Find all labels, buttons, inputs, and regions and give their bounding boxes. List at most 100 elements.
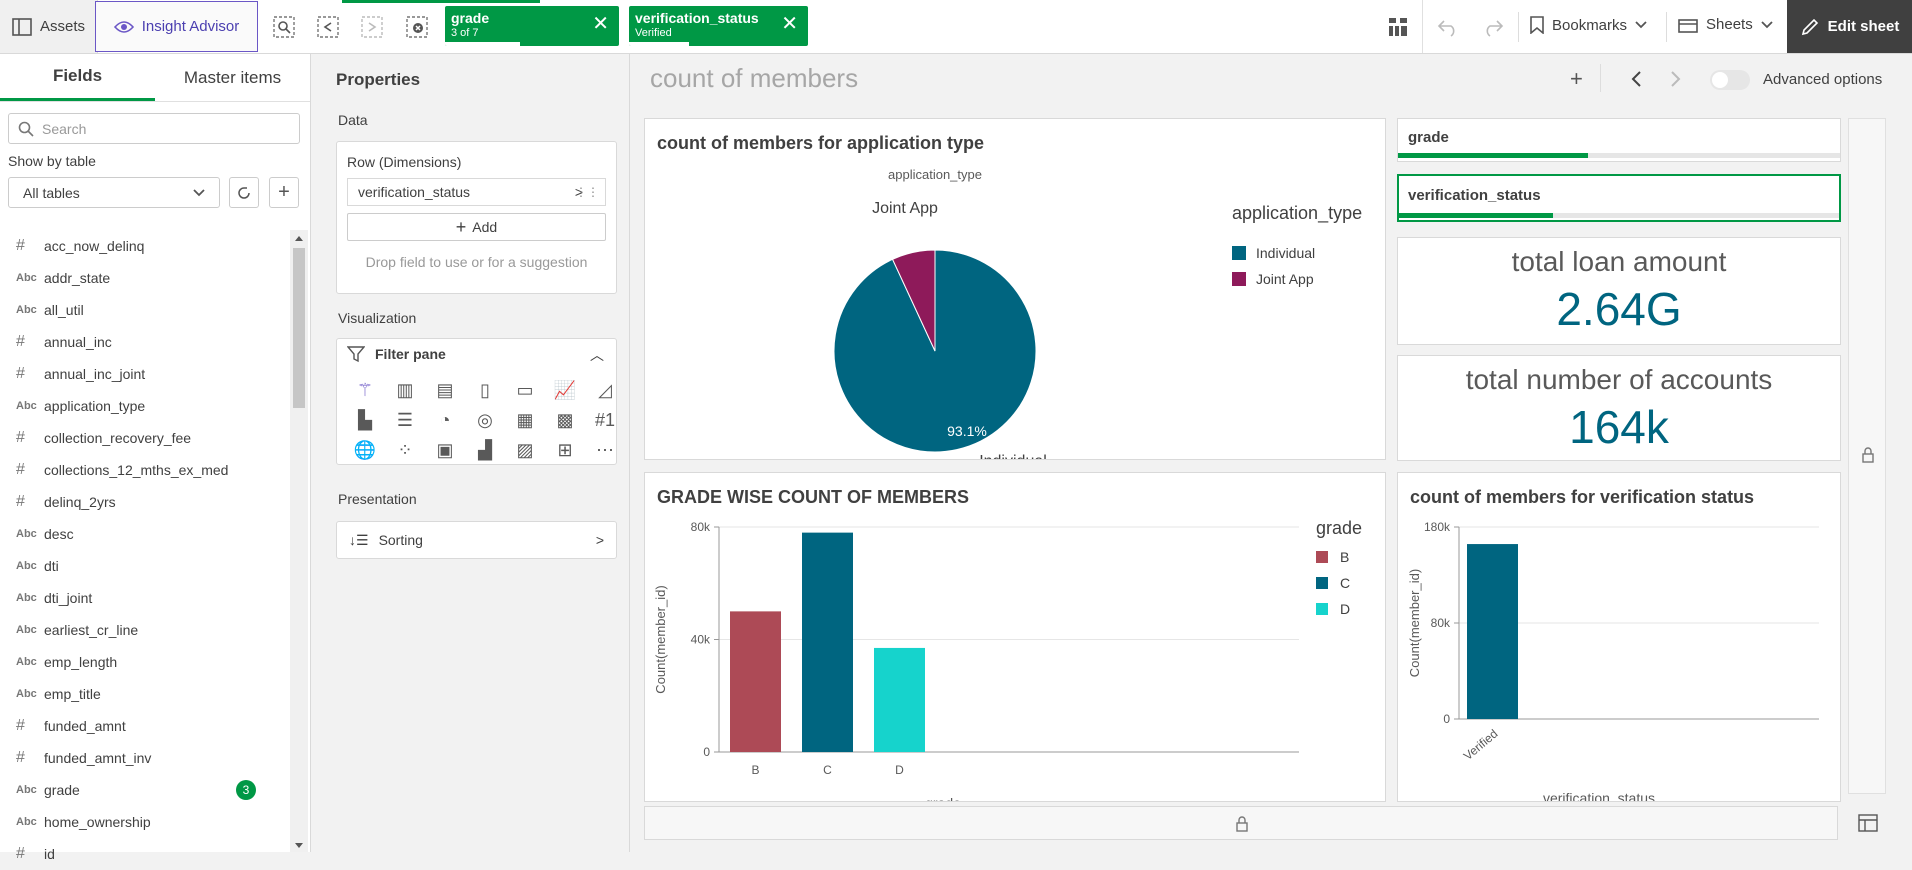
field-item[interactable]: Abc all_util bbox=[0, 294, 290, 326]
step-forward-selection-icon[interactable] bbox=[360, 15, 384, 39]
selected-visualization[interactable]: Filter pane bbox=[347, 345, 446, 363]
bar[interactable] bbox=[730, 611, 781, 752]
field-item[interactable]: Abc earliest_cr_line bbox=[0, 614, 290, 646]
field-item[interactable]: # delinq_2yrs bbox=[0, 486, 290, 518]
undo-icon[interactable] bbox=[1436, 15, 1460, 39]
field-item[interactable]: Abc emp_length bbox=[0, 646, 290, 678]
field-item[interactable]: Abc home_ownership bbox=[0, 806, 290, 838]
clear-selections-icon[interactable] bbox=[405, 15, 429, 39]
bar[interactable] bbox=[1467, 544, 1518, 719]
field-item[interactable]: # annual_inc_joint bbox=[0, 358, 290, 390]
field-item[interactable]: # collections_12_mths_ex_med bbox=[0, 454, 290, 486]
filter-pane-grade[interactable]: grade bbox=[1397, 118, 1841, 162]
verification-bar-chart-card[interactable]: count of members for verification status… bbox=[1397, 472, 1841, 802]
close-icon[interactable]: ✕ bbox=[781, 13, 798, 35]
container-icon[interactable]: ▭ bbox=[516, 379, 534, 400]
x-tick-label: Verified bbox=[1461, 727, 1501, 763]
kpi-total-accounts[interactable]: total number of accounts 164k bbox=[1397, 355, 1841, 461]
field-item[interactable]: Abc desc bbox=[0, 518, 290, 550]
field-item[interactable]: # annual_inc bbox=[0, 326, 290, 358]
tab-master-items[interactable]: Master items bbox=[183, 67, 282, 87]
bar-chart-icon[interactable]: ▥ bbox=[396, 379, 414, 400]
field-item[interactable]: Abc dti_joint bbox=[0, 582, 290, 614]
pivot-table-icon[interactable]: ▩ bbox=[556, 409, 574, 430]
scrollbar-thumb[interactable] bbox=[293, 248, 305, 408]
line-chart-icon[interactable]: 📈 bbox=[553, 379, 577, 400]
magic-wand-icon[interactable]: ⚚ bbox=[356, 379, 374, 400]
numeric-type-icon: # bbox=[16, 845, 25, 862]
kpi-total-loan-amount[interactable]: total loan amount 2.64G bbox=[1397, 237, 1841, 345]
scrollbar[interactable] bbox=[290, 230, 308, 852]
table-icon[interactable]: ▦ bbox=[516, 409, 534, 430]
text-image-icon[interactable]: ▨ bbox=[516, 439, 534, 460]
table-view-icon[interactable] bbox=[1858, 814, 1878, 832]
map-icon[interactable]: 🌐 bbox=[353, 439, 377, 460]
add-dimension-button[interactable]: + Add bbox=[347, 213, 606, 241]
scroll-down-icon[interactable] bbox=[290, 840, 308, 852]
treemap-icon[interactable]: ▣ bbox=[436, 439, 454, 460]
add-icon[interactable]: + bbox=[1570, 66, 1583, 91]
scatter-plot-icon[interactable]: ⁘ bbox=[397, 439, 413, 460]
next-sheet-icon[interactable] bbox=[1670, 70, 1682, 88]
field-item[interactable]: Abc addr_state bbox=[0, 262, 290, 294]
grid-layout-icon[interactable] bbox=[1386, 15, 1410, 39]
field-name: dti_joint bbox=[44, 590, 93, 606]
field-item[interactable]: # funded_amnt bbox=[0, 710, 290, 742]
filter-pane-verification-status[interactable]: verification_status bbox=[1397, 174, 1841, 222]
table-select[interactable]: All tables bbox=[8, 177, 220, 208]
field-item[interactable]: Abc grade 3 bbox=[0, 774, 290, 806]
previous-sheet-icon[interactable] bbox=[1630, 70, 1642, 88]
bookmarks-button[interactable]: Bookmarks bbox=[1530, 16, 1647, 34]
bar[interactable] bbox=[874, 647, 925, 752]
dimension-item[interactable]: verification_status > ⋮⋮ bbox=[347, 178, 606, 206]
legend-item: D bbox=[1340, 601, 1350, 617]
lock-icon[interactable] bbox=[1235, 816, 1249, 832]
insight-advisor-button[interactable]: Insight Advisor bbox=[95, 1, 258, 52]
selection-chip-grade[interactable]: grade 3 of 7 ✕ bbox=[445, 6, 619, 46]
assets-button[interactable]: Assets bbox=[0, 0, 99, 53]
assets-label: Assets bbox=[40, 18, 86, 35]
mekko-chart-icon[interactable]: ▟ bbox=[478, 439, 492, 460]
sorting-row[interactable]: ↓☰ Sorting > bbox=[336, 521, 617, 559]
scroll-up-icon[interactable] bbox=[290, 232, 308, 244]
drag-handle-icon[interactable]: ⋮⋮ bbox=[575, 185, 599, 199]
search-input[interactable]: Search bbox=[8, 113, 300, 144]
smart-search-icon[interactable] bbox=[272, 15, 296, 39]
combo-chart-icon[interactable]: ▤ bbox=[436, 379, 454, 400]
step-back-selection-icon[interactable] bbox=[316, 15, 340, 39]
legend-item: Joint App bbox=[1256, 271, 1314, 287]
field-item[interactable]: Abc emp_title bbox=[0, 678, 290, 710]
pie-slice[interactable] bbox=[891, 249, 936, 352]
chevron-down-icon bbox=[193, 188, 205, 196]
selection-chip-verification-status[interactable]: verification_status Verified ✕ bbox=[629, 6, 808, 46]
field-item[interactable]: # id bbox=[0, 838, 290, 870]
kpi-icon[interactable]: #1 bbox=[594, 409, 616, 430]
bullet-chart-icon[interactable]: ▯ bbox=[480, 379, 490, 400]
redo-icon[interactable] bbox=[1481, 15, 1505, 39]
sheet-title[interactable]: count of members bbox=[650, 63, 859, 93]
box-plot-icon[interactable]: ⊞ bbox=[557, 439, 573, 460]
bar[interactable] bbox=[802, 532, 853, 752]
field-item[interactable]: # funded_amnt_inv bbox=[0, 742, 290, 774]
tab-fields[interactable]: Fields bbox=[0, 54, 155, 101]
edit-sheet-button[interactable]: Edit sheet bbox=[1787, 0, 1912, 53]
distribution-plot-icon[interactable]: ☰ bbox=[396, 409, 414, 430]
refresh-button[interactable] bbox=[229, 177, 259, 208]
gauge-icon[interactable]: ◎ bbox=[477, 409, 493, 430]
field-item[interactable]: # collection_recovery_fee bbox=[0, 422, 290, 454]
close-icon[interactable]: ✕ bbox=[592, 13, 609, 35]
pie-chart-icon[interactable]: ◔ bbox=[439, 409, 451, 430]
field-item[interactable]: # acc_now_delinq bbox=[0, 230, 290, 262]
waterfall-chart-icon[interactable]: ▙ bbox=[358, 409, 372, 430]
grade-bar-chart-card[interactable]: GRADE WISE COUNT OF MEMBERS 0 40k 80k B C D Co… bbox=[644, 472, 1386, 802]
sheets-button[interactable]: Sheets bbox=[1678, 16, 1773, 33]
add-field-button[interactable]: + bbox=[269, 177, 299, 208]
area-chart-icon[interactable]: ◿ bbox=[598, 379, 612, 400]
pie-chart-card[interactable]: count of members for application type ap… bbox=[644, 118, 1386, 460]
advanced-options-toggle[interactable] bbox=[1710, 70, 1750, 90]
more-icon[interactable]: ⋯ bbox=[596, 439, 614, 460]
lock-icon[interactable] bbox=[1861, 447, 1875, 463]
chevron-up-icon[interactable]: ︿ bbox=[590, 347, 604, 363]
field-item[interactable]: Abc dti bbox=[0, 550, 290, 582]
field-item[interactable]: Abc application_type bbox=[0, 390, 290, 422]
